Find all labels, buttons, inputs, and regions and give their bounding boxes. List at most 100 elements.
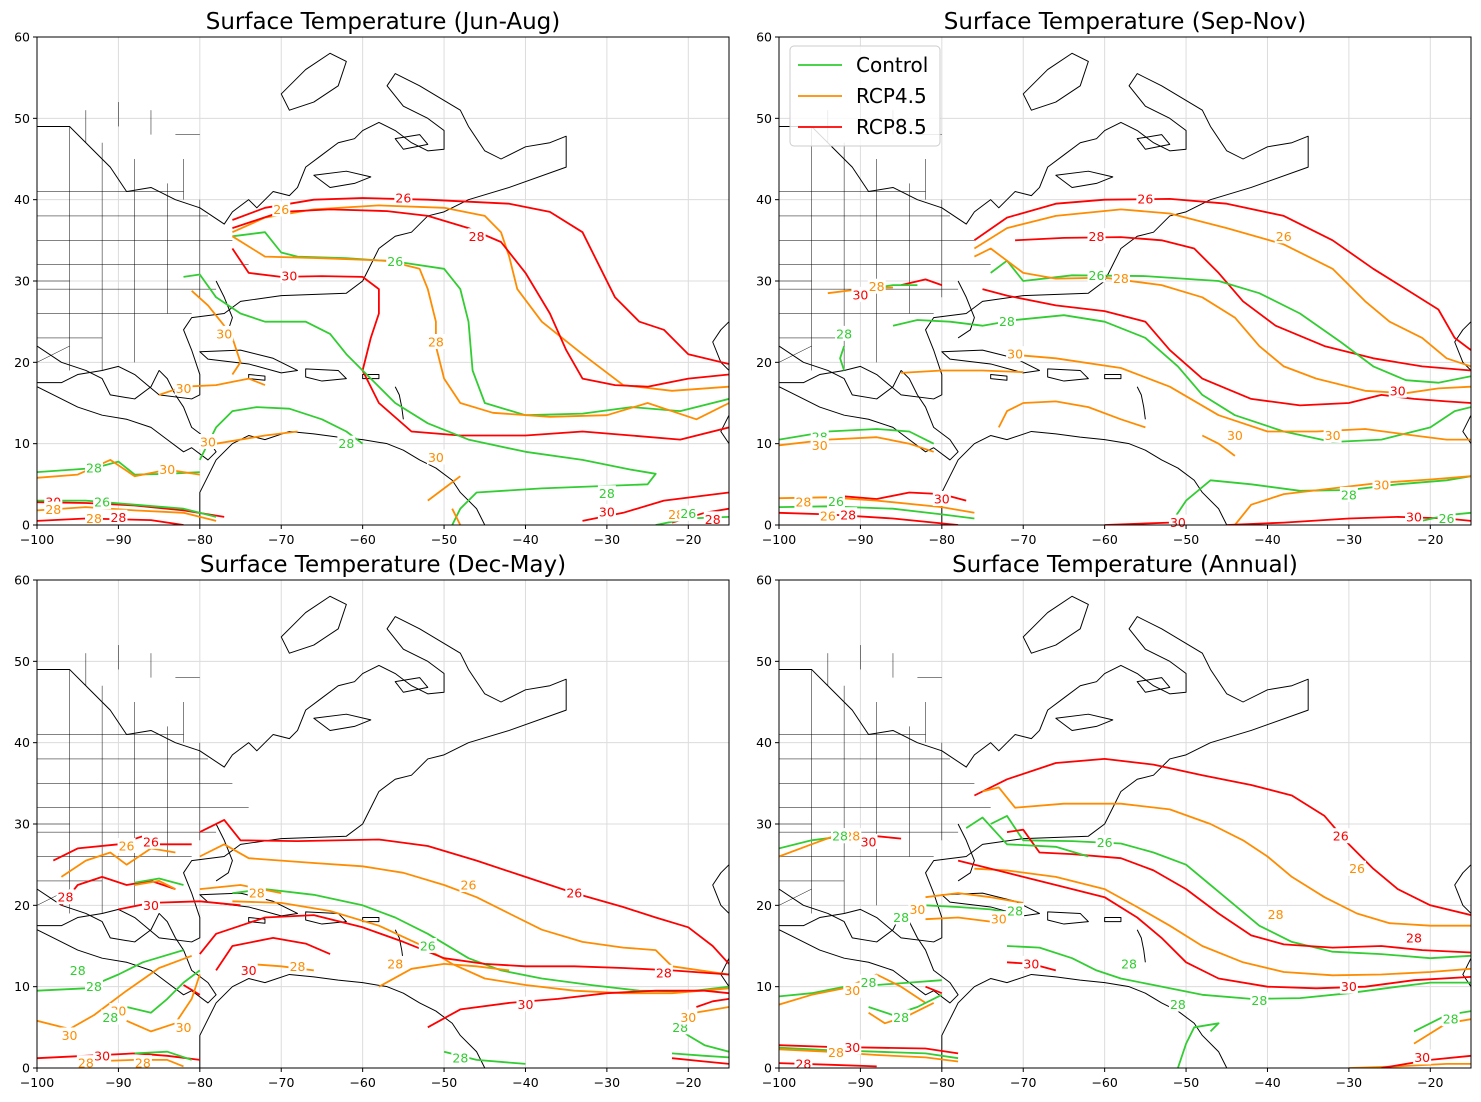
legend-entry: RCP8.5 bbox=[856, 115, 927, 139]
x-tick-label: −90 bbox=[105, 532, 131, 547]
contour-label: 30 bbox=[844, 983, 860, 998]
contour-label-bg bbox=[84, 510, 103, 526]
y-tick-label: 0 bbox=[764, 518, 772, 533]
contour-label-bg bbox=[1266, 906, 1285, 922]
contour-RCP85-26 bbox=[232, 197, 729, 365]
contour-RCP85-28 bbox=[232, 208, 729, 388]
contour-label: 28 bbox=[70, 963, 86, 978]
contour-lines bbox=[779, 758, 1471, 1068]
contour-label-bg bbox=[703, 511, 722, 527]
x-tick-label: −60 bbox=[1091, 532, 1117, 547]
contour-label-bg bbox=[109, 509, 128, 525]
y-tick-label: 30 bbox=[14, 274, 30, 289]
x-tick-label: −40 bbox=[1254, 532, 1280, 547]
contour-label-bg bbox=[1405, 929, 1424, 945]
contour-label: 28 bbox=[1341, 487, 1357, 502]
contour-label: 28 bbox=[249, 886, 265, 901]
contour-label: 28 bbox=[861, 975, 877, 990]
contour-label: 28 bbox=[1170, 997, 1186, 1012]
contour-label: 28 bbox=[78, 1056, 94, 1071]
contour-RCP45-26 bbox=[973, 208, 1471, 368]
y-tick-label: 20 bbox=[756, 898, 772, 913]
contour-label: 28 bbox=[599, 486, 615, 501]
contour-label-bg bbox=[1339, 978, 1358, 994]
contour-RCP85-30 bbox=[779, 1044, 959, 1055]
contour-label-bg bbox=[1120, 955, 1139, 971]
contour-label: 30 bbox=[852, 287, 868, 302]
y-tick-label: 50 bbox=[14, 111, 30, 126]
contour-label-bg bbox=[93, 494, 112, 510]
contour-RCP85-28 bbox=[779, 511, 959, 525]
axis-ticks: −100 −90 −80 −70 −60 −50 −40 −30 −20 0 10 20 30 40 50 6… bbox=[14, 30, 701, 548]
contour-labels: 2626262828262628283030283028283028303030… bbox=[56, 833, 698, 1071]
contour-label: 28 bbox=[999, 314, 1015, 329]
contour-Control-28 bbox=[198, 406, 364, 461]
contour-label-bg bbox=[141, 833, 160, 849]
contour-label: 28 bbox=[1443, 1012, 1459, 1027]
contour-label: 30 bbox=[1170, 515, 1186, 530]
x-tick-label: −60 bbox=[349, 532, 375, 547]
contour-label: 30 bbox=[844, 1040, 860, 1055]
contour-label: 30 bbox=[176, 381, 192, 396]
contour-label: 30 bbox=[1373, 478, 1389, 493]
map-panel-0: 2626282630283030302830283030262828282830… bbox=[14, 9, 730, 548]
contour-label: 30 bbox=[909, 902, 925, 917]
contour-label-bg bbox=[1372, 477, 1391, 493]
contour-label: 28 bbox=[840, 508, 856, 523]
contour-Control-28 bbox=[892, 314, 1471, 443]
contour-RCP85-30 bbox=[118, 900, 241, 911]
contour-label-bg bbox=[516, 996, 535, 1012]
contour-label-bg bbox=[68, 962, 87, 978]
y-tick-label: 0 bbox=[22, 1061, 30, 1076]
contour-RCP45-30 bbox=[1201, 434, 1236, 457]
contour-RCP45-28 bbox=[199, 884, 282, 894]
contour-label-bg bbox=[597, 503, 616, 519]
x-tick-label: −90 bbox=[847, 1075, 873, 1090]
contour-RCP45-30 bbox=[37, 506, 217, 522]
contour-label: 26 bbox=[1089, 268, 1105, 283]
contour-label-bg bbox=[56, 889, 75, 905]
contour-label: 30 bbox=[281, 269, 297, 284]
y-tick-label: 10 bbox=[14, 979, 30, 994]
contour-label-bg bbox=[1437, 510, 1456, 526]
contour-RCP45-26 bbox=[232, 204, 729, 392]
contour-label: 28 bbox=[338, 436, 354, 451]
contour-Control-28 bbox=[779, 1046, 959, 1060]
contour-label-bg bbox=[794, 494, 813, 510]
contour-label: 28 bbox=[1406, 930, 1422, 945]
contour-label-bg bbox=[1250, 992, 1269, 1008]
contour-label-bg bbox=[1331, 828, 1350, 844]
contour-label: 28 bbox=[828, 1045, 844, 1060]
contour-label-bg bbox=[133, 1055, 152, 1071]
contour-label: 30 bbox=[861, 834, 877, 849]
y-tick-label: 40 bbox=[756, 192, 772, 207]
contour-label-bg bbox=[565, 885, 584, 901]
contour-label-bg bbox=[818, 508, 837, 524]
contour-label-bg bbox=[1095, 834, 1114, 850]
contour-label-bg bbox=[1339, 486, 1358, 502]
contour-label: 30 bbox=[62, 1028, 78, 1043]
contour-label: 28 bbox=[110, 510, 126, 525]
contour-RCP45-30 bbox=[925, 916, 991, 923]
contour-label: 30 bbox=[159, 462, 175, 477]
x-tick-label: −40 bbox=[512, 532, 538, 547]
x-tick-label: −20 bbox=[1417, 532, 1443, 547]
contour-label-bg bbox=[337, 435, 356, 451]
contour-RCP45-28 bbox=[134, 880, 176, 890]
contour-label: 30 bbox=[1227, 428, 1243, 443]
axis-ticks: −100 −90 −80 −70 −60 −50 −40 −30 −20 0 10 20 30 40 50 6… bbox=[756, 573, 1443, 1091]
contour-RCP45-26 bbox=[199, 843, 729, 976]
contour-label-bg bbox=[1111, 270, 1130, 286]
contour-label: 26 bbox=[820, 509, 836, 524]
x-tick-label: −30 bbox=[594, 532, 620, 547]
contour-label-bg bbox=[60, 1027, 79, 1043]
x-tick-label: −50 bbox=[1173, 532, 1199, 547]
contour-label: 28 bbox=[387, 956, 403, 971]
contour-label-bg bbox=[1225, 427, 1244, 443]
contour-label-bg bbox=[1087, 228, 1106, 244]
contour-label-bg bbox=[141, 897, 160, 913]
contour-label: 26 bbox=[566, 886, 582, 901]
x-tick-label: −70 bbox=[1010, 1075, 1036, 1090]
